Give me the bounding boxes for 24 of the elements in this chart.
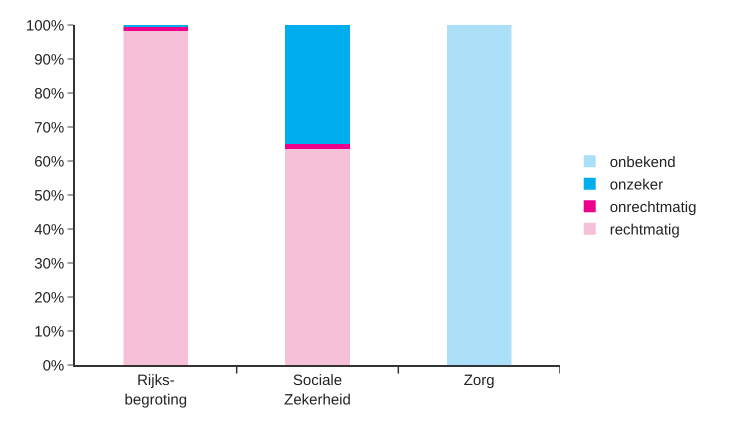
bar	[285, 25, 350, 144]
bar	[285, 149, 350, 365]
y-tick-label: 40%	[34, 221, 64, 238]
bar	[124, 31, 188, 365]
x-tick-label: Sociale Zekerheid	[284, 372, 351, 408]
y-tick-label: 80%	[34, 85, 64, 102]
legend-label: onrechtmatig	[610, 199, 696, 216]
y-tick-label: 10%	[34, 323, 64, 340]
y-tick-label: 20%	[34, 289, 64, 306]
y-tick-label: 90%	[34, 51, 64, 68]
y-tick-label: 50%	[34, 187, 64, 204]
bar	[124, 27, 188, 32]
legend-label: onzeker	[610, 176, 664, 194]
y-tick-label: 0%	[42, 357, 64, 374]
y-tick-label: 60%	[34, 153, 64, 170]
legend-label: rechtmatig	[610, 222, 680, 239]
y-tick-label: 70%	[34, 119, 64, 136]
bar	[446, 25, 512, 365]
y-tick-label: 30%	[34, 255, 64, 272]
x-tick-label: Rijks- begroting	[124, 372, 188, 408]
x-tick-label: Zorg	[464, 372, 495, 389]
legend-label: onbekend	[610, 154, 676, 172]
y-tick-label: 100%	[26, 17, 64, 34]
bar	[285, 144, 350, 150]
